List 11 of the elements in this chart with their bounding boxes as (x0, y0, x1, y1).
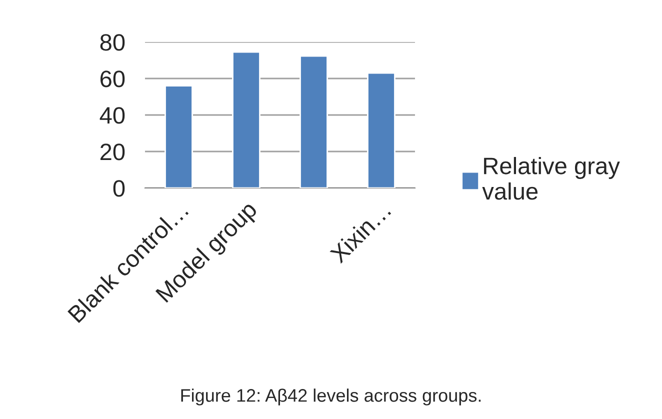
y-tick-label: 60 (100, 70, 125, 88)
y-tick-label: 40 (100, 107, 125, 124)
bar (367, 72, 396, 188)
y-tick-label: 20 (100, 144, 125, 160)
bar (232, 51, 260, 188)
bar (164, 85, 193, 188)
y-tick-label: 0 (113, 180, 125, 197)
caption: Figure 12: Aβ42 levels across groups. (181, 388, 481, 406)
y-tick-label: 80 (100, 34, 125, 51)
legend-label: Relative gray value (482, 156, 620, 200)
bar (300, 55, 328, 188)
